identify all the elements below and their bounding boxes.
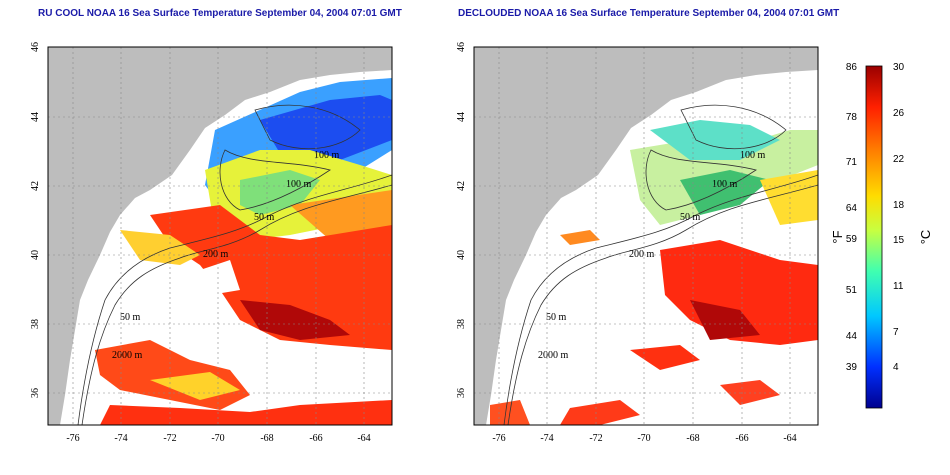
fahrenheit-unit-label: °F [830, 230, 845, 243]
right-lat-axis: 46 44 42 40 38 36 [456, 42, 467, 398]
lat-tick: 44 [456, 112, 467, 122]
lon-tick: -76 [66, 433, 79, 444]
lat-tick: 36 [30, 388, 41, 398]
contour-label: 100 m [286, 179, 312, 190]
right-map-frame [473, 46, 819, 426]
lat-tick: 38 [456, 319, 467, 329]
lon-tick: -68 [260, 433, 273, 444]
contour-label: 200 m [203, 249, 229, 260]
c-tick: 11 [893, 281, 904, 292]
f-tick: 59 [846, 234, 858, 245]
c-tick: 22 [893, 154, 905, 165]
contour-label: 50 m [120, 312, 141, 323]
celsius-unit-label: °C [918, 230, 933, 245]
lat-tick: 46 [456, 42, 467, 52]
f-tick: 39 [846, 362, 858, 373]
contour-label: 200 m [629, 249, 655, 260]
lon-tick: -72 [163, 433, 176, 444]
lon-tick: -72 [589, 433, 602, 444]
contour-label: 100 m [712, 179, 738, 190]
lon-tick: -66 [309, 433, 322, 444]
c-tick: 26 [893, 108, 905, 119]
fahrenheit-ticks: 86 78 71 64 59 51 44 39 [846, 62, 858, 373]
f-tick: 64 [846, 203, 858, 214]
right-lon-axis: -76 -74 -72 -70 -68 -66 -64 [492, 433, 796, 444]
right-panel-title: DECLOUDED NOAA 16 Sea Surface Temperatur… [458, 8, 840, 19]
f-tick: 51 [846, 285, 858, 296]
left-lat-axis: 46 44 42 40 38 36 [30, 42, 41, 398]
left-map [48, 47, 392, 425]
lon-tick: -70 [211, 433, 224, 444]
lon-tick: -76 [492, 433, 505, 444]
c-tick: 15 [893, 235, 905, 246]
lat-tick: 40 [30, 250, 41, 260]
lon-tick: -70 [637, 433, 650, 444]
right-map [474, 47, 818, 425]
land-mass [474, 47, 818, 425]
left-lon-axis: -76 -74 -72 -70 -68 -66 -64 [66, 433, 370, 444]
contour-label: 50 m [680, 212, 701, 223]
lon-tick: -74 [114, 433, 127, 444]
lon-tick: -64 [783, 433, 796, 444]
lon-tick: -68 [686, 433, 699, 444]
f-tick: 71 [846, 157, 858, 168]
land-mass [48, 47, 392, 425]
contour-label: 100 m [314, 150, 340, 161]
contour-label: 50 m [254, 212, 275, 223]
right-gridlines [474, 47, 818, 425]
left-gridlines [48, 47, 392, 425]
lon-tick: -64 [357, 433, 370, 444]
f-tick: 86 [846, 62, 858, 73]
contour-label: 2000 m [112, 350, 143, 361]
lat-tick: 42 [30, 181, 41, 191]
lon-tick: -74 [540, 433, 553, 444]
f-tick: 44 [846, 331, 858, 342]
lat-tick: 36 [456, 388, 467, 398]
left-panel-title: RU COOL NOAA 16 Sea Surface Temperature … [38, 8, 402, 19]
lon-tick: -66 [735, 433, 748, 444]
lat-tick: 44 [30, 112, 41, 122]
colorbar-scale [865, 65, 883, 409]
c-tick: 18 [893, 200, 905, 211]
c-tick: 7 [893, 327, 899, 338]
contour-label: 100 m [740, 150, 766, 161]
f-tick: 78 [846, 112, 858, 123]
contour-label: 2000 m [538, 350, 569, 361]
colorbar: 86 78 71 64 59 51 44 39 30 26 22 18 15 1… [830, 62, 933, 409]
lat-tick: 40 [456, 250, 467, 260]
lat-tick: 38 [30, 319, 41, 329]
celsius-ticks: 30 26 22 18 15 11 7 4 [893, 62, 905, 373]
lat-tick: 42 [456, 181, 467, 191]
c-tick: 4 [893, 362, 899, 373]
lat-tick: 46 [30, 42, 41, 52]
c-tick: 30 [893, 62, 905, 73]
contour-label: 50 m [546, 312, 567, 323]
left-map-frame [47, 46, 393, 426]
